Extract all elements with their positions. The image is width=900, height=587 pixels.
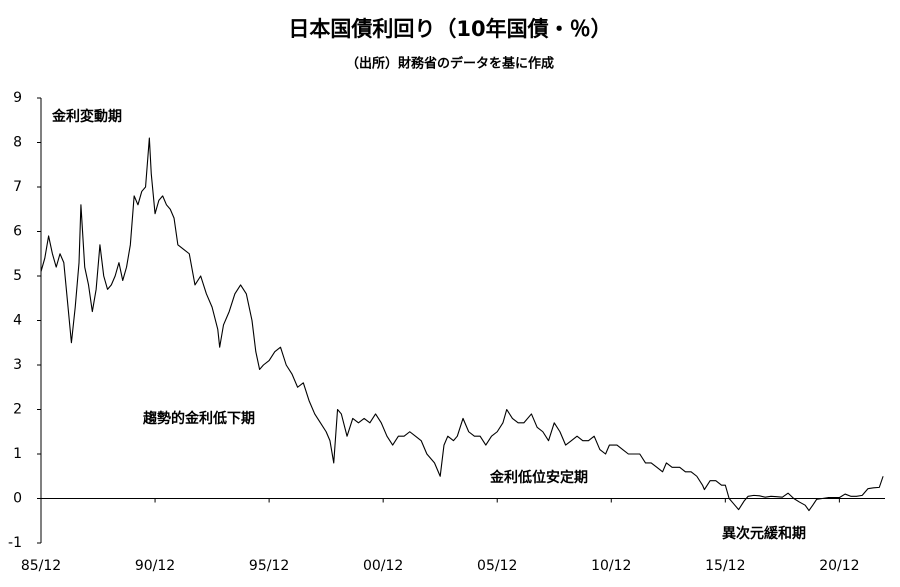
y-tick-label: 7 [13, 179, 22, 195]
x-tick-label: 20/12 [819, 558, 859, 574]
x-tick-label: 90/12 [135, 558, 175, 574]
annotation: 趨勢的金利低下期 [142, 410, 255, 427]
x-tick-label: 85/12 [21, 558, 61, 574]
y-tick-label: -1 [8, 535, 22, 551]
y-tick-label: 4 [13, 313, 22, 329]
yield-line [40, 137, 884, 512]
y-tick-label: 9 [13, 90, 22, 106]
y-tick-label: 1 [13, 446, 22, 462]
y-tick-label: 8 [13, 135, 22, 151]
x-tick-label: 10/12 [591, 558, 631, 574]
y-tick-label: 0 [13, 491, 22, 507]
annotation: 金利変動期 [51, 108, 122, 125]
y-tick-label: 5 [13, 268, 22, 284]
x-tick-label: 15/12 [705, 558, 745, 574]
annotation: 異次元緩和期 [722, 525, 806, 542]
x-tick-label: 95/12 [249, 558, 289, 574]
x-tick-label: 00/12 [363, 558, 403, 574]
y-tick-label: 6 [13, 224, 22, 240]
annotation: 金利低位安定期 [489, 469, 588, 486]
chart-title: 日本国債利回り（10年国債・％） [288, 17, 611, 41]
y-tick-label: 2 [13, 402, 22, 418]
y-tick-label: 3 [13, 357, 22, 373]
chart-subtitle: （出所）財務省のデータを基に作成 [346, 56, 554, 72]
x-tick-label: 05/12 [477, 558, 517, 574]
